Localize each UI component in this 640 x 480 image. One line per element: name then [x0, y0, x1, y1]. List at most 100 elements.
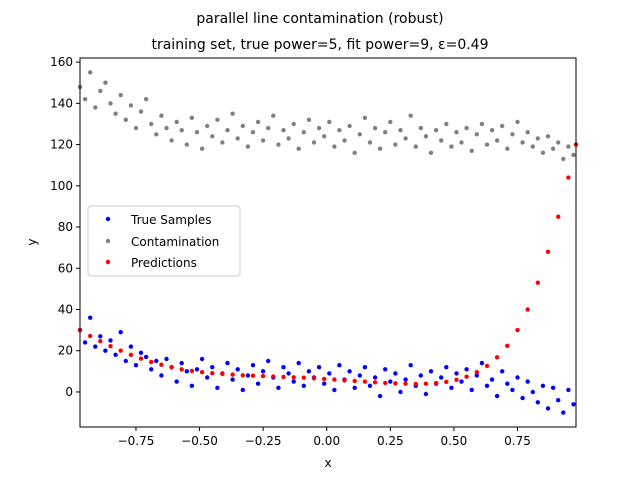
contamination-point	[347, 123, 352, 129]
true-samples-point	[235, 367, 240, 372]
true-samples-point	[367, 383, 373, 388]
contamination-point	[428, 150, 434, 155]
predictions-point	[362, 379, 368, 384]
true-samples-point	[240, 387, 245, 393]
contamination-point	[408, 113, 413, 118]
contamination-point	[194, 130, 200, 135]
contamination-point	[189, 115, 195, 121]
true-samples-point	[505, 381, 510, 386]
true-samples-point	[98, 334, 103, 339]
true-samples-point	[428, 369, 434, 374]
contamination-point	[88, 70, 93, 75]
contamination-point	[505, 146, 510, 151]
true-samples-point	[230, 377, 235, 382]
contamination-point	[337, 128, 342, 133]
true-samples-point	[316, 365, 322, 370]
contamination-point	[377, 146, 383, 151]
true-samples-point	[510, 387, 515, 393]
y-tick-label: 120	[50, 138, 73, 152]
legend-label-contamination: Contamination	[131, 235, 219, 249]
true-samples-point	[215, 385, 220, 390]
predictions-point	[159, 362, 164, 367]
true-samples-point	[184, 369, 189, 374]
contamination-point	[500, 123, 505, 129]
predictions-point	[352, 378, 357, 384]
chart-subtitle: training set, true power=5, fit power=9,…	[151, 37, 488, 53]
contamination-point	[454, 130, 459, 135]
true-samples-point	[556, 398, 561, 403]
contamination-point	[250, 130, 256, 135]
y-tick-label: 40	[58, 302, 73, 316]
true-samples-point	[444, 365, 449, 370]
true-samples-point	[489, 377, 495, 382]
predictions-point	[88, 333, 93, 339]
contamination-point	[301, 130, 306, 135]
contamination-point	[245, 144, 251, 149]
contamination-point	[342, 138, 347, 143]
contamination-point	[291, 121, 296, 127]
true-samples-point	[123, 358, 128, 364]
contamination-point	[128, 103, 134, 108]
true-samples-point	[250, 363, 256, 368]
y-tick-label: 20	[58, 344, 73, 358]
y-axis-label: y	[25, 238, 39, 245]
predictions-point	[444, 379, 449, 385]
legend: True Samples Contamination Predictions	[87, 205, 241, 277]
predictions-point	[525, 307, 530, 312]
contamination-point	[205, 123, 210, 129]
contamination-point	[403, 136, 408, 141]
predictions-point	[301, 375, 306, 380]
true-samples-point	[540, 383, 546, 388]
true-samples-point	[383, 367, 388, 372]
predictions-point	[169, 365, 174, 370]
y-tick-label: 160	[50, 55, 73, 69]
true-samples-point	[372, 375, 378, 380]
contamination-point	[123, 117, 128, 123]
true-samples-point	[515, 375, 520, 380]
contamination-point	[367, 140, 373, 145]
true-samples-point	[133, 363, 139, 368]
predictions-point	[291, 375, 296, 380]
predictions-point	[210, 371, 215, 376]
predictions-point	[189, 368, 195, 374]
true-samples-point	[255, 381, 261, 386]
true-samples-point	[266, 358, 271, 364]
predictions-point	[484, 363, 490, 369]
predictions-point	[260, 373, 266, 379]
true-samples-point	[327, 371, 332, 376]
contamination-point	[240, 123, 245, 129]
contamination-point	[266, 125, 271, 131]
true-samples-point	[550, 385, 556, 390]
contamination-point	[561, 156, 566, 162]
contamination-point	[230, 111, 235, 116]
y-tick-label: 0	[65, 385, 73, 399]
true-samples-point	[260, 369, 266, 374]
true-samples-point	[439, 375, 444, 380]
predictions-point	[108, 344, 113, 349]
true-samples-point	[377, 393, 383, 399]
predictions-point	[474, 370, 479, 375]
contamination-point	[311, 140, 317, 145]
contamination-point	[372, 125, 378, 131]
predictions-point	[230, 372, 235, 377]
predictions-point	[494, 355, 500, 360]
true-samples-point	[118, 330, 123, 335]
contamination-point	[550, 146, 556, 151]
true-samples-point	[179, 360, 184, 366]
true-samples-point	[459, 379, 464, 384]
true-samples-point	[143, 354, 149, 360]
x-tick-label: −0.25	[245, 434, 282, 448]
predictions-point	[118, 348, 123, 353]
contamination-point	[276, 142, 281, 147]
true-samples-point	[199, 356, 205, 362]
contamination-point	[149, 121, 154, 127]
contamination-point	[332, 144, 337, 149]
contamination-point	[520, 140, 525, 145]
true-samples-point	[464, 367, 469, 372]
contamination-point	[352, 150, 357, 155]
contamination-point	[489, 128, 495, 133]
true-samples-point	[545, 406, 551, 411]
contamination-point	[388, 119, 393, 125]
x-tick-label: 0.00	[313, 434, 340, 448]
